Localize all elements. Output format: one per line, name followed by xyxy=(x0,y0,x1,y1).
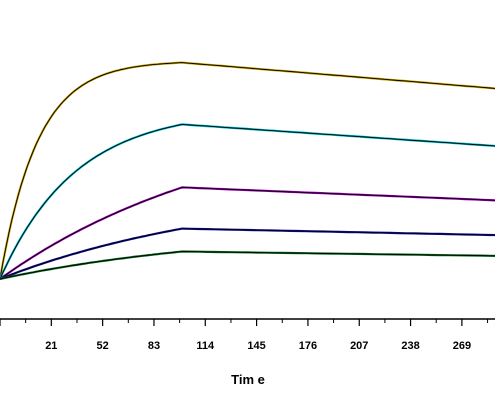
x-tick-label: 145 xyxy=(247,340,265,352)
x-tick-label: 176 xyxy=(299,340,317,352)
series-fit-line xyxy=(0,62,495,280)
x-tick-label: 114 xyxy=(196,340,215,352)
x-tick-label: 269 xyxy=(453,340,471,352)
series-data-line xyxy=(0,61,495,280)
x-tick-label: 238 xyxy=(401,340,419,352)
x-axis-title: Tim e xyxy=(231,372,265,387)
x-tick-label: 207 xyxy=(350,340,368,352)
series-layer xyxy=(0,61,495,281)
series-fit-line xyxy=(0,251,495,280)
x-tick-label: 21 xyxy=(45,340,57,352)
series-fit-line xyxy=(0,186,495,280)
x-tick-layer: 21 52 83 114 145 176 207 238 269 xyxy=(0,319,489,352)
x-tick-label: 83 xyxy=(148,340,160,352)
series-fit-line xyxy=(0,123,495,280)
series-fit-line xyxy=(0,228,495,280)
x-tick-label: 52 xyxy=(97,340,109,352)
